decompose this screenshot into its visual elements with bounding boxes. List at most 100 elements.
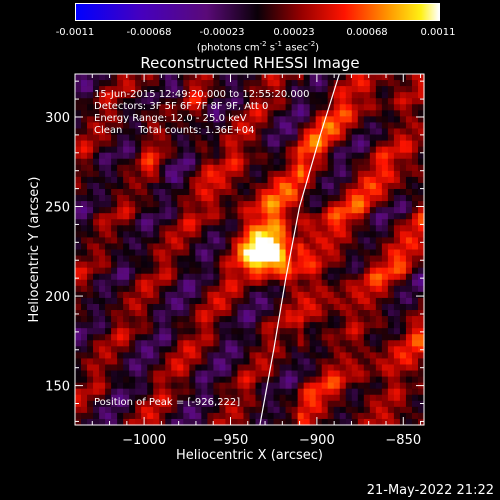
heatmap-cell <box>177 170 184 178</box>
heatmap-cell <box>387 74 395 81</box>
heatmap-cell <box>411 358 419 366</box>
heatmap-cell <box>111 364 118 372</box>
heatmap-cell <box>87 310 94 317</box>
heatmap-cell <box>177 316 184 323</box>
heatmap-cell <box>387 267 395 275</box>
heatmap-cell <box>267 170 275 178</box>
heatmap-cell <box>111 116 118 124</box>
heatmap-cell <box>171 303 178 311</box>
heatmap-cell <box>297 316 305 323</box>
heatmap-cell <box>183 116 190 124</box>
heatmap-cell <box>357 303 365 311</box>
heatmap-cell <box>417 334 425 341</box>
heatmap-cell <box>195 382 202 390</box>
heatmap-cell <box>393 86 401 93</box>
heatmap-cell <box>399 261 407 269</box>
heatmap-cell <box>393 158 401 166</box>
heatmap-cell <box>387 140 395 148</box>
heatmap-cell <box>315 110 323 117</box>
heatmap-cell <box>231 164 239 172</box>
heatmap-cell <box>357 340 365 347</box>
heatmap-cell <box>285 340 293 347</box>
heatmap-cell <box>219 267 227 275</box>
heatmap-cell <box>93 207 100 214</box>
heatmap-cell <box>315 195 323 202</box>
heatmap-cell <box>171 261 178 269</box>
heatmap-cell <box>405 243 413 251</box>
heatmap-cell <box>309 219 317 226</box>
heatmap-cell <box>81 406 88 414</box>
heatmap-cell <box>321 310 329 317</box>
heatmap-cell <box>279 140 287 148</box>
heatmap-cell <box>225 267 233 275</box>
heatmap-cell <box>399 328 407 335</box>
heatmap-cell <box>261 213 269 220</box>
heatmap-cell <box>327 340 335 347</box>
heatmap-cell <box>105 219 112 226</box>
heatmap-cell <box>171 74 178 81</box>
heatmap-cell <box>99 370 106 378</box>
heatmap-cell <box>291 412 299 420</box>
heatmap-cell <box>309 128 317 136</box>
heatmap-cell <box>339 164 347 172</box>
heatmap-cell <box>267 195 275 202</box>
heatmap-cell <box>153 346 160 353</box>
heatmap-cell <box>111 158 118 166</box>
heatmap-cell <box>201 74 208 81</box>
heatmap-cell <box>249 213 257 220</box>
heatmap-cell <box>405 273 413 281</box>
heatmap-cell <box>255 267 263 275</box>
heatmap-cell <box>213 225 221 232</box>
heatmap-cell <box>285 316 293 323</box>
heatmap-cell <box>333 297 341 305</box>
heatmap-cell <box>153 261 160 269</box>
heatmap-cell <box>117 86 124 93</box>
heatmap-cell <box>183 382 190 390</box>
heatmap-cell <box>333 164 341 172</box>
heatmap-cell <box>225 116 233 124</box>
heatmap-cell <box>237 86 245 93</box>
heatmap-cell <box>147 152 154 160</box>
heatmap-cell <box>267 110 275 117</box>
heatmap-cell <box>405 255 413 263</box>
heatmap-cell <box>147 225 154 232</box>
heatmap-cell <box>381 412 389 420</box>
heatmap-cell <box>321 122 329 130</box>
heatmap-cell <box>123 176 130 184</box>
heatmap-cell <box>165 164 172 172</box>
heatmap-cell <box>357 92 365 99</box>
heatmap-cell <box>303 146 311 154</box>
heatmap-cell <box>201 358 208 366</box>
heatmap-cell <box>195 98 202 105</box>
heatmap-cell <box>225 176 233 184</box>
heatmap-cell <box>243 140 251 148</box>
heatmap-cell <box>93 164 100 172</box>
heatmap-cell <box>195 140 202 148</box>
heatmap-cell <box>231 364 239 372</box>
heatmap-cell <box>315 406 323 414</box>
heatmap-cell <box>75 219 82 226</box>
heatmap-cell <box>315 104 323 111</box>
heatmap-cell <box>195 86 202 93</box>
heatmap-cell <box>93 225 100 232</box>
heatmap-cell <box>189 146 196 154</box>
heatmap-cell <box>243 370 251 378</box>
heatmap-cell <box>357 158 365 166</box>
heatmap-cell <box>171 340 178 347</box>
heatmap-cell <box>237 261 245 269</box>
heatmap-cell <box>363 303 371 311</box>
heatmap-cell <box>339 388 347 396</box>
heatmap-cell <box>183 92 190 99</box>
heatmap-cell <box>201 116 208 124</box>
heatmap-cell <box>321 213 329 220</box>
heatmap-cell <box>285 182 293 190</box>
heatmap-cell <box>147 98 154 105</box>
heatmap-cell <box>291 170 299 178</box>
heatmap-cell <box>369 364 377 372</box>
heatmap-cell <box>123 291 130 299</box>
heatmap-cell <box>285 164 293 172</box>
heatmap-cell <box>351 207 359 214</box>
heatmap-cell <box>363 340 371 347</box>
heatmap-cell <box>345 182 353 190</box>
heatmap-cell <box>345 358 353 366</box>
